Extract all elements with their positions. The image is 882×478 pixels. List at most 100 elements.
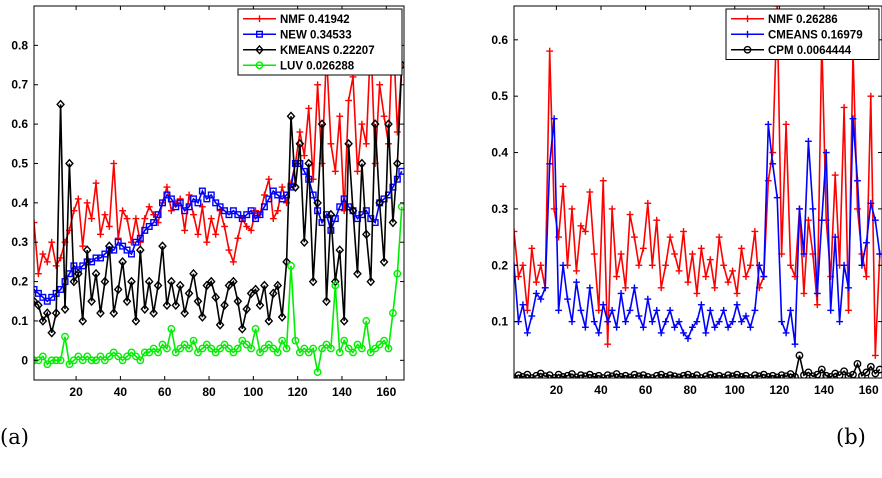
data-point [74,195,82,203]
data-point [215,320,225,330]
data-point [119,207,127,215]
data-point [118,257,127,267]
data-point [118,356,127,365]
x-tick-label: 80 [202,385,216,399]
data-point [617,372,625,378]
data-point-marker [274,191,282,199]
data-point [867,92,875,100]
data-point [362,317,371,325]
data-point [523,329,531,337]
data-point-marker [379,257,389,267]
data-point-marker [541,372,550,378]
data-point-marker [171,348,180,357]
data-point [230,258,237,266]
data-point [519,301,527,309]
data-point [61,332,69,341]
data-point [296,128,304,136]
data-point [282,344,291,353]
data-point [738,318,745,326]
data-point-marker [163,191,171,199]
data-point [101,211,109,219]
data-point-marker [162,300,172,311]
data-point-marker [572,373,581,378]
data-point [532,371,541,378]
data-point [572,373,581,378]
data-point [105,352,114,361]
data-point-marker [167,324,176,333]
data-point [114,352,123,361]
data-point-marker [367,215,375,223]
data-point [738,244,745,252]
data-point [79,242,87,250]
data-point-marker [167,276,176,287]
data-point-marker [273,348,282,357]
data-point [344,344,353,353]
data-point [796,205,803,213]
data-point [599,177,607,185]
data-point [693,290,701,297]
data-point [100,356,109,365]
data-point [212,230,220,238]
x-tick-label: 160 [376,385,396,399]
data-point [83,352,92,361]
data-point [367,215,375,223]
data-point [657,329,665,337]
data-point-marker [719,373,728,378]
data-point [242,304,252,314]
data-point-marker [634,372,643,378]
data-point [348,205,358,216]
data-point [702,273,710,280]
data-point [331,215,339,223]
data-point-marker [83,352,92,361]
legend-marker [743,45,752,54]
data-point-marker [326,209,336,220]
data-point-marker [795,351,804,360]
x-tick-label: 100 [243,385,263,399]
data-point [34,289,42,297]
data-point [229,276,238,287]
data-point [634,372,643,378]
data-point [163,344,171,353]
data-point-marker [224,280,234,291]
data-point [136,234,144,242]
data-point [172,203,180,211]
data-point [755,372,764,378]
data-point [190,195,198,203]
data-point-marker [127,348,136,357]
data-point [229,207,237,215]
data-point [221,223,228,230]
data-point-marker [172,203,180,211]
data-point-marker [145,348,154,357]
data-point [286,111,296,122]
data-point [269,215,277,222]
data-point-marker [251,284,260,295]
data-point [773,6,781,10]
data-point-marker [643,372,652,378]
data-point-marker [362,317,371,325]
data-point-marker [295,348,304,357]
data-point [617,290,625,297]
data-point [701,372,710,378]
data-point-marker [313,197,322,208]
data-point [234,234,242,242]
data-point [194,230,202,238]
data-point-marker [594,371,603,378]
data-point [773,373,782,378]
data-point [631,284,638,292]
data-point-marker [154,211,162,219]
data-point-marker [181,207,189,215]
data-point [203,238,211,246]
data-point-marker [532,371,541,378]
data-point [260,280,269,291]
data-point [260,203,268,211]
data-point-marker [123,246,131,254]
data-point-marker [822,371,831,378]
data-point [831,171,839,179]
data-point [728,372,737,378]
data-point [185,203,193,211]
y-tick-label: 0.6 [11,117,28,131]
data-point [238,336,247,345]
x-tick-label: 120 [288,385,308,399]
data-point-marker [78,356,87,365]
data-point-marker [221,207,229,215]
